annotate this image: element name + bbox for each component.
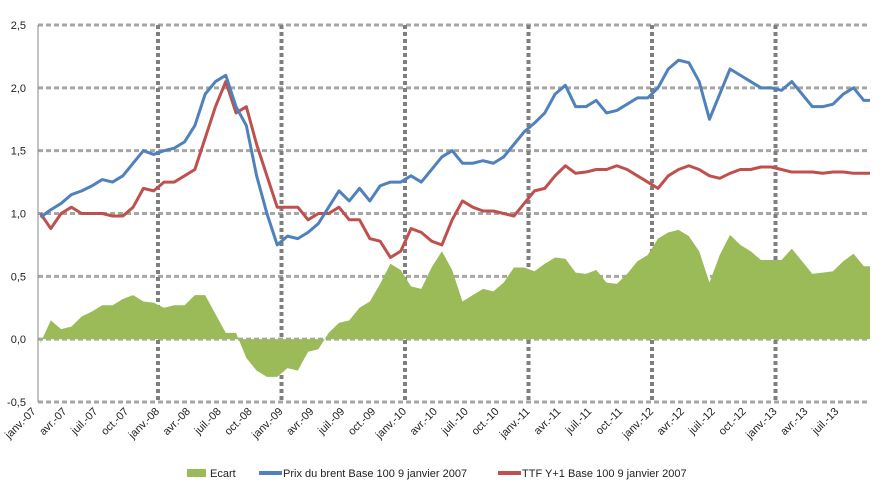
- x-tick-label: oct.-10: [469, 406, 501, 438]
- ecart-area: [40, 229, 870, 377]
- series-lines: [39, 58, 870, 259]
- y-tick-label: 0,0: [11, 334, 26, 346]
- series-brent-line: [39, 58, 870, 247]
- y-tick-label: 0,5: [11, 271, 26, 283]
- x-tick-label: juil.-12: [686, 406, 718, 438]
- legend-swatch-ecart: [187, 469, 206, 477]
- x-tick-label: janv.-13: [743, 406, 779, 442]
- x-tick-label: juil.-09: [315, 406, 347, 438]
- series-ecart-area: [40, 229, 870, 377]
- x-tick-label: janv.-07: [2, 406, 38, 442]
- x-tick-label: avr.-08: [161, 406, 193, 438]
- y-tick-label: 1,5: [11, 146, 26, 158]
- x-tick-label: avr.-12: [655, 406, 687, 438]
- x-tick-label: avr.-09: [284, 406, 316, 438]
- y-tick-label: -0,5: [7, 397, 26, 409]
- series-ttf-line: [39, 80, 870, 259]
- x-tick-label: avr.-10: [408, 406, 440, 438]
- legend-label: TTF Y+1 Base 100 9 janvier 2007: [522, 468, 687, 480]
- x-tick-label: juil.-11: [563, 406, 595, 438]
- legend: Ecart Prix du brent Base 100 9 janvier 20…: [187, 468, 687, 480]
- x-tick-label: juil.-07: [68, 406, 100, 438]
- x-tick-label: avr.-11: [532, 406, 564, 438]
- x-tick-label: juil.-13: [809, 406, 841, 438]
- x-tick-label: janv.-09: [249, 406, 285, 442]
- x-tick-label: janv.-11: [497, 406, 533, 442]
- y-tick-label: 1,0: [11, 209, 26, 221]
- x-tick-label: avr.-07: [37, 406, 69, 438]
- x-tick-label: juil.-10: [439, 406, 471, 438]
- x-tick-label: juil.-08: [192, 406, 224, 438]
- y-tick-label: 2,0: [11, 83, 26, 95]
- x-tick-label: avr.-13: [778, 406, 810, 438]
- legend-label: Prix du brent Base 100 9 janvier 2007: [283, 468, 467, 480]
- x-tick-label: janv.-10: [373, 406, 409, 442]
- x-tick-label: janv.-12: [620, 406, 656, 442]
- y-tick-label: 2,5: [11, 20, 26, 32]
- legend-label: Ecart: [210, 468, 236, 480]
- x-tick-label: janv.-08: [126, 406, 162, 442]
